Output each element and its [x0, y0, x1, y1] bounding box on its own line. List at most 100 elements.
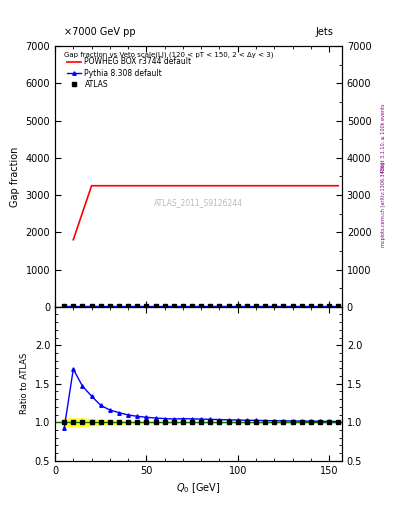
POWHEG BOX r3744 default	[226, 183, 231, 189]
Pythia 8.308 default	[171, 303, 176, 309]
Pythia 8.308 default	[162, 303, 167, 309]
Pythia 8.308 default	[107, 303, 112, 309]
ATLAS	[299, 303, 304, 309]
Text: ×7000 GeV pp: ×7000 GeV pp	[64, 27, 135, 37]
ATLAS	[144, 303, 149, 309]
ATLAS	[309, 303, 313, 309]
ATLAS	[208, 303, 213, 309]
Pythia 8.308 default	[135, 303, 140, 309]
X-axis label: $Q_0$ [GeV]: $Q_0$ [GeV]	[176, 481, 221, 495]
Y-axis label: Ratio to ATLAS: Ratio to ATLAS	[20, 353, 29, 414]
POWHEG BOX r3744 default	[144, 183, 149, 189]
Pythia 8.308 default	[336, 303, 341, 309]
POWHEG BOX r3744 default	[309, 183, 313, 189]
ATLAS	[180, 303, 185, 309]
POWHEG BOX r3744 default	[117, 183, 121, 189]
POWHEG BOX r3744 default	[263, 183, 268, 189]
POWHEG BOX r3744 default	[107, 183, 112, 189]
Pythia 8.308 default	[62, 303, 66, 309]
POWHEG BOX r3744 default	[272, 183, 277, 189]
Pythia 8.308 default	[318, 303, 322, 309]
POWHEG BOX r3744 default	[208, 183, 213, 189]
POWHEG BOX r3744 default	[318, 183, 322, 189]
Pythia 8.308 default	[290, 303, 295, 309]
ATLAS	[171, 303, 176, 309]
POWHEG BOX r3744 default	[336, 183, 341, 189]
ATLAS	[327, 303, 331, 309]
Pythia 8.308 default	[98, 303, 103, 309]
ATLAS	[117, 303, 121, 309]
POWHEG BOX r3744 default	[171, 183, 176, 189]
Text: Gap fraction vs Veto scale(LJ) (120 < pT < 150, 2 < Δy < 3): Gap fraction vs Veto scale(LJ) (120 < pT…	[64, 51, 273, 58]
Pythia 8.308 default	[272, 303, 277, 309]
ATLAS	[336, 303, 341, 309]
ATLAS	[281, 303, 286, 309]
POWHEG BOX r3744 default	[327, 183, 331, 189]
Pythia 8.308 default	[126, 303, 130, 309]
ATLAS	[162, 303, 167, 309]
ATLAS	[318, 303, 322, 309]
Text: mcplots.cern.ch [arXiv:1306.3436]: mcplots.cern.ch [arXiv:1306.3436]	[381, 162, 386, 247]
ATLAS	[98, 303, 103, 309]
ATLAS	[89, 303, 94, 309]
Pythia 8.308 default	[217, 303, 222, 309]
POWHEG BOX r3744 default	[71, 237, 75, 243]
ATLAS	[272, 303, 277, 309]
ATLAS	[190, 303, 195, 309]
Pythia 8.308 default	[89, 303, 94, 309]
ATLAS	[244, 303, 249, 309]
POWHEG BOX r3744 default	[89, 183, 94, 189]
Pythia 8.308 default	[309, 303, 313, 309]
Pythia 8.308 default	[253, 303, 258, 309]
Pythia 8.308 default	[208, 303, 213, 309]
Pythia 8.308 default	[263, 303, 268, 309]
Pythia 8.308 default	[226, 303, 231, 309]
ATLAS	[135, 303, 140, 309]
POWHEG BOX r3744 default	[217, 183, 222, 189]
Pythia 8.308 default	[244, 303, 249, 309]
ATLAS	[80, 303, 85, 309]
ATLAS	[62, 303, 66, 309]
Pythia 8.308 default	[144, 303, 149, 309]
POWHEG BOX r3744 default	[235, 183, 240, 189]
Pythia 8.308 default	[190, 303, 195, 309]
POWHEG BOX r3744 default	[199, 183, 204, 189]
ATLAS	[290, 303, 295, 309]
ATLAS	[107, 303, 112, 309]
Line: ATLAS: ATLAS	[62, 304, 340, 308]
Pythia 8.308 default	[327, 303, 331, 309]
POWHEG BOX r3744 default	[135, 183, 140, 189]
Line: POWHEG BOX r3744 default: POWHEG BOX r3744 default	[73, 186, 338, 240]
ATLAS	[153, 303, 158, 309]
POWHEG BOX r3744 default	[290, 183, 295, 189]
ATLAS	[226, 303, 231, 309]
POWHEG BOX r3744 default	[244, 183, 249, 189]
Text: Jets: Jets	[316, 27, 333, 37]
Pythia 8.308 default	[299, 303, 304, 309]
POWHEG BOX r3744 default	[190, 183, 195, 189]
Line: Pythia 8.308 default: Pythia 8.308 default	[62, 304, 340, 308]
Text: ATLAS_2011_S9126244: ATLAS_2011_S9126244	[154, 198, 243, 207]
Pythia 8.308 default	[80, 303, 85, 309]
POWHEG BOX r3744 default	[126, 183, 130, 189]
Y-axis label: Gap fraction: Gap fraction	[10, 146, 20, 207]
ATLAS	[235, 303, 240, 309]
Legend: POWHEG BOX r3744 default, Pythia 8.308 default, ATLAS: POWHEG BOX r3744 default, Pythia 8.308 d…	[64, 55, 194, 91]
Pythia 8.308 default	[153, 303, 158, 309]
Pythia 8.308 default	[281, 303, 286, 309]
POWHEG BOX r3744 default	[180, 183, 185, 189]
Pythia 8.308 default	[117, 303, 121, 309]
POWHEG BOX r3744 default	[253, 183, 258, 189]
Text: Rivet 3.1.10, ≥ 100k events: Rivet 3.1.10, ≥ 100k events	[381, 104, 386, 173]
ATLAS	[199, 303, 204, 309]
POWHEG BOX r3744 default	[98, 183, 103, 189]
POWHEG BOX r3744 default	[299, 183, 304, 189]
ATLAS	[263, 303, 268, 309]
POWHEG BOX r3744 default	[153, 183, 158, 189]
ATLAS	[217, 303, 222, 309]
POWHEG BOX r3744 default	[281, 183, 286, 189]
POWHEG BOX r3744 default	[162, 183, 167, 189]
Pythia 8.308 default	[180, 303, 185, 309]
Pythia 8.308 default	[71, 303, 75, 309]
ATLAS	[253, 303, 258, 309]
